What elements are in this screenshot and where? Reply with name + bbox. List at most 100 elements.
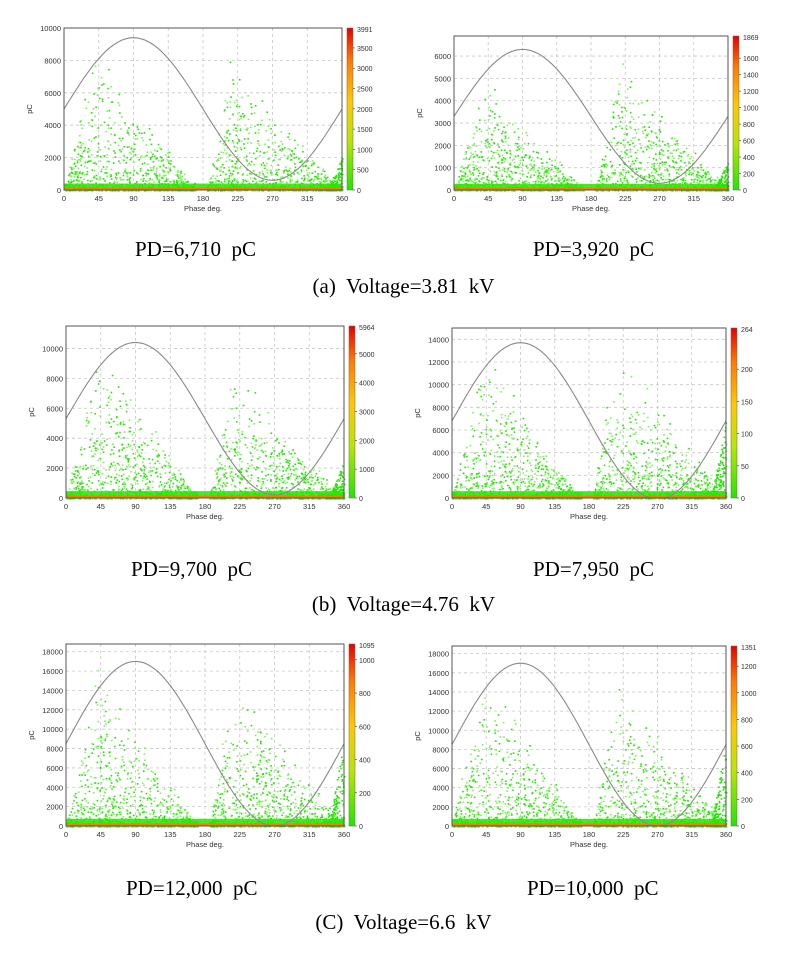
pd-point [602,189,604,192]
pd-point [162,170,165,172]
pd-point [658,167,661,170]
pd-point [289,475,292,477]
pd-point [108,117,111,119]
pd-point [76,485,79,488]
pd-point [229,61,232,64]
pd-point [548,158,551,160]
pd-point [145,172,147,174]
pd-point [137,189,139,192]
pd-point [648,173,650,176]
pd-point [600,171,603,173]
pd-point [645,136,647,139]
pd-point [114,464,117,467]
pd-point [667,156,670,158]
pd-point [496,124,499,127]
pd-point [165,460,168,463]
pd-point [155,471,158,474]
x-tick-label: 315 [687,194,700,203]
pd-point [289,178,292,181]
pd-point [665,189,667,192]
pd-point [696,174,698,176]
pd-point [608,177,611,179]
pd-point [504,132,506,134]
pd-point [234,166,237,169]
pd-point [614,189,617,192]
pd-point [127,171,130,174]
pd-point [726,189,729,192]
pd-point [710,176,712,178]
pd-point [85,468,88,471]
pd-point [500,158,503,160]
pd-point [250,112,253,115]
pd-point [543,167,546,170]
pd-point [652,142,655,144]
pd-point [659,162,662,165]
pd-point [105,168,107,171]
pd-point [99,444,101,446]
pd-point [152,153,154,156]
pd-point [321,189,324,192]
pd-point [94,427,96,430]
pd-point [217,159,219,162]
pd-point [171,477,173,480]
pd-point [660,173,662,176]
pd-point [157,443,160,445]
pd-point [543,172,546,174]
pd-point [186,189,189,192]
pd-point [566,178,569,181]
pd-point [121,443,124,446]
pd-point [256,466,258,469]
pd-point [155,431,157,433]
pd-point [266,151,268,153]
pd-point [232,114,234,117]
pd-point [125,410,128,413]
pd-point [485,145,487,148]
pd-point [597,189,600,192]
pd-point [681,169,683,171]
pd-point [80,176,82,179]
pd-point [180,181,183,183]
pd-point [253,112,256,114]
pd-point [163,165,165,168]
pd-point [691,178,693,181]
pd-point [91,179,93,182]
pd-point [97,480,100,482]
pd-point [610,172,613,175]
pd-point [96,488,99,491]
pd-point [78,472,81,475]
pd-point [287,136,289,138]
pd-point [719,182,722,184]
pd-point [232,78,235,81]
pd-point [152,160,155,163]
pd-point [296,171,299,174]
pd-point [336,182,338,184]
pd-point [243,114,246,117]
pd-point [101,189,104,192]
pd-point [160,160,163,162]
pd-point [681,181,684,184]
pd-point [136,463,138,466]
pd-point [606,189,609,192]
pd-point [99,406,101,408]
pd-point [513,161,516,164]
pd-point [142,488,145,491]
pd-point [75,189,77,192]
pd-point [97,127,100,129]
pd-point [483,159,485,162]
pd-point [685,164,687,167]
pd-point [609,148,612,151]
pd-point [654,132,657,134]
pd-point [514,182,517,185]
pd-point [613,137,615,140]
pd-point [109,189,111,192]
pd-point [246,160,248,162]
pd-point [253,163,255,166]
pd-point [490,182,493,185]
pd-point [309,189,312,192]
pd-point [556,171,558,174]
pd-point [606,164,609,167]
pd-point [650,145,653,147]
pd-point [165,490,167,492]
pd-point [658,165,661,167]
pd-point [180,484,183,487]
